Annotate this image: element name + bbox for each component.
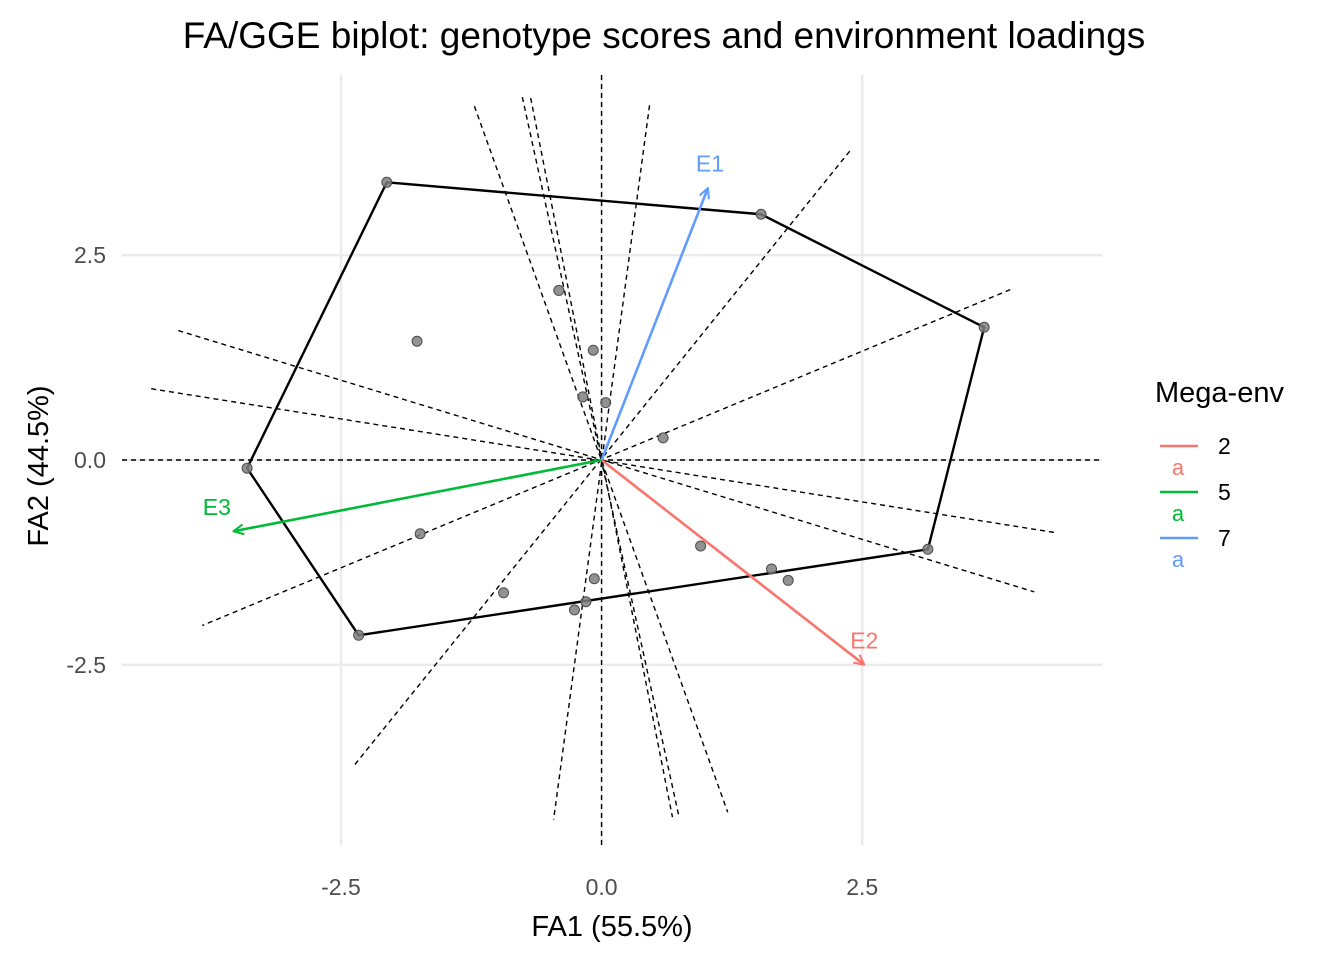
genotype-point: [498, 587, 510, 599]
legend-entry: a2: [1160, 433, 1231, 480]
legend-label: 5: [1218, 479, 1231, 505]
x-tick-label: -2.5: [321, 874, 361, 900]
legend-key-text: a: [1172, 501, 1185, 526]
genotype-point: [553, 284, 565, 296]
genotype-point: [414, 528, 426, 540]
environment-arrow-e3: [234, 458, 602, 531]
genotype-point: [922, 543, 934, 555]
reference-axes: [122, 75, 1102, 845]
sector-line: [202, 288, 1011, 627]
sector-line: [352, 150, 851, 767]
legend-label: 7: [1218, 525, 1231, 551]
genotype-point: [978, 321, 990, 333]
sector-lines: [151, 96, 1058, 820]
plot-panel: E1 E2 E3: [122, 75, 1102, 845]
genotype-point: [587, 344, 599, 356]
legend-key-text: a: [1172, 547, 1185, 572]
chart-title: FA/GGE biplot: genotype scores and envir…: [183, 15, 1146, 56]
genotype-point: [411, 335, 423, 347]
genotype-point: [381, 176, 393, 188]
genotype-points: [241, 176, 990, 641]
sector-line: [473, 105, 729, 813]
genotype-point: [766, 563, 778, 575]
environment-arrow-e2: [600, 458, 865, 665]
sector-line: [552, 105, 651, 820]
environment-vectors: [234, 188, 865, 665]
y-axis-title: FA2 (44.5%): [23, 385, 55, 546]
genotype-point: [782, 574, 794, 586]
legend-entry: a5: [1160, 479, 1231, 526]
legend-title: Mega-env: [1155, 377, 1284, 409]
legend-entry: a7: [1160, 525, 1231, 572]
environment-arrow-e1: [600, 188, 708, 461]
legend-key-text: a: [1172, 455, 1185, 480]
environment-label-e1: E1: [696, 151, 724, 177]
environment-label-e2: E2: [850, 627, 878, 653]
environment-label-e3: E3: [203, 494, 231, 520]
legend-label: 2: [1218, 433, 1231, 459]
genotype-point: [588, 573, 600, 585]
sector-line: [521, 96, 680, 816]
convex-hull-polygon: [245, 181, 986, 637]
y-tick-label: -2.5: [66, 652, 106, 678]
y-tick-label: 0.0: [74, 447, 106, 473]
genotype-point: [600, 397, 612, 409]
y-tick-label: 2.5: [74, 242, 106, 268]
genotype-point: [577, 391, 589, 403]
genotype-point: [657, 432, 669, 444]
x-axis-title: FA1 (55.5%): [531, 911, 692, 943]
genotype-point: [241, 462, 253, 474]
y-axis-ticks: -2.5 0.0 2.5: [66, 242, 106, 678]
x-tick-label: 2.5: [846, 874, 878, 900]
x-tick-label: 0.0: [586, 874, 618, 900]
genotype-point: [580, 596, 592, 608]
genotype-point: [568, 604, 580, 616]
genotype-point: [353, 629, 365, 641]
x-axis-ticks: -2.5 0.0 2.5: [321, 874, 878, 900]
genotype-point: [755, 208, 767, 220]
environment-labels: E1 E2 E3: [203, 151, 879, 654]
genotype-point: [695, 540, 707, 552]
